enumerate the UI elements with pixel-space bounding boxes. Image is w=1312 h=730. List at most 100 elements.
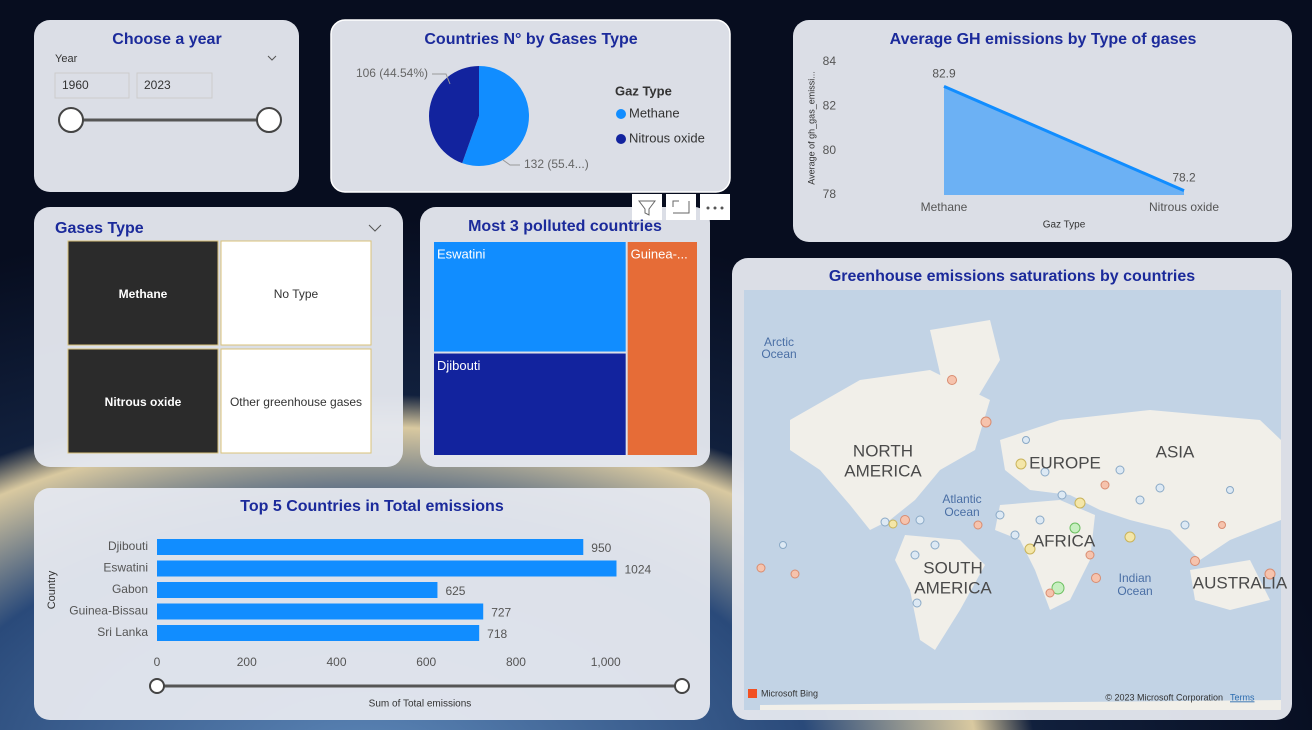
legend-title: Gaz Type (615, 83, 672, 98)
bar[interactable] (157, 539, 584, 555)
visual-toolbar (632, 194, 730, 220)
x-tick-label: 0 (154, 655, 161, 669)
map-dot (1091, 573, 1101, 583)
data-label: 106 (44.54%) (356, 66, 428, 80)
focus-button[interactable] (666, 194, 696, 220)
map-terms[interactable]: Terms (1230, 692, 1255, 702)
focus-icon (672, 200, 690, 214)
y-tick-label: Sri Lanka (97, 625, 148, 639)
zoom-handle[interactable] (674, 678, 690, 694)
map-label: Indian (1119, 571, 1152, 585)
map (744, 290, 1281, 710)
map-dot (1085, 550, 1095, 560)
bar[interactable] (157, 582, 438, 598)
map-dot (1057, 490, 1067, 500)
chevron[interactable] (368, 224, 382, 232)
data-label: 132 (55.4...) (524, 157, 589, 171)
y-tick-label: Guinea-Bissau (69, 604, 148, 618)
map-dot (756, 563, 766, 573)
map-dot (790, 569, 800, 579)
land (895, 535, 985, 650)
data-label: 950 (591, 541, 611, 555)
chevron[interactable] (267, 55, 277, 61)
tile-label: No Type (274, 287, 319, 301)
slicer-tile[interactable] (220, 348, 372, 454)
map-label: EUROPE (1029, 453, 1101, 472)
pie-slice (428, 66, 479, 164)
leader-line (502, 159, 520, 166)
x-axis-title: Gaz Type (1043, 220, 1086, 231)
map-dot (1226, 486, 1234, 494)
map-dot (1022, 436, 1030, 444)
map-dot (900, 515, 910, 525)
map-label: AFRICA (1033, 531, 1096, 550)
slicer-label: Year (55, 53, 78, 65)
map-dot (1024, 543, 1036, 555)
map-label: Ocean (1117, 584, 1152, 598)
map-label: Atlantic (942, 492, 981, 506)
data-label: 1024 (624, 563, 651, 577)
slicer-tile[interactable] (67, 240, 219, 346)
tile-label: Methane (119, 287, 168, 301)
legend-label[interactable]: Nitrous oxide (629, 130, 705, 145)
map-dot (1180, 520, 1190, 530)
map-dot (947, 375, 957, 385)
map-dot (915, 515, 925, 525)
map-dot (1135, 495, 1145, 505)
treemap-tile[interactable] (434, 353, 626, 455)
pie-slice (462, 66, 529, 166)
y-tick-label: 78 (823, 187, 837, 201)
x-tick-label: 200 (237, 655, 257, 669)
map-label: Ocean (761, 347, 796, 361)
map-dots (756, 375, 1276, 608)
zoom-handle[interactable] (149, 678, 165, 694)
map-dot (1015, 458, 1027, 470)
more-icon (720, 206, 724, 210)
map-dot (1264, 568, 1276, 580)
bar[interactable] (157, 625, 480, 641)
more-icon (713, 206, 717, 210)
tile-label: Guinea-... (631, 246, 688, 261)
bar[interactable] (157, 560, 617, 577)
map-label: AMERICA (844, 461, 922, 480)
legend-marker (616, 109, 626, 119)
x-tick-label: 400 (326, 655, 346, 669)
legend-label[interactable]: Methane (629, 105, 680, 120)
map-dot (1069, 522, 1081, 534)
y-axis-title: Average of gh_gas_emissi... (806, 71, 816, 184)
end-box[interactable] (136, 72, 213, 99)
start-box[interactable] (54, 72, 130, 99)
slider-handle[interactable] (256, 107, 282, 133)
treemap-tile[interactable] (434, 242, 626, 352)
slicer-title: Choose a year (112, 31, 221, 48)
map-label: SOUTH (923, 558, 983, 577)
x-tick-label: 800 (506, 655, 526, 669)
y-tick-label: 80 (823, 143, 837, 157)
filter-button[interactable] (632, 194, 662, 220)
x-tick-label: Methane (921, 200, 968, 214)
end-year: 2023 (144, 78, 171, 92)
map-label: ASIA (1156, 442, 1195, 461)
panel (330, 19, 731, 193)
map-dot (1035, 515, 1045, 525)
y-tick-label: Gabon (112, 582, 148, 596)
leader-line (432, 73, 451, 85)
slicer-tile[interactable] (67, 348, 219, 454)
slicer-tile[interactable] (220, 240, 372, 346)
map-dot (1218, 521, 1226, 529)
slider-handle[interactable] (58, 107, 84, 133)
map-dot (779, 541, 787, 549)
map-dot (1124, 531, 1136, 543)
land (1190, 560, 1270, 610)
y-tick-label: 84 (823, 54, 837, 68)
treemap-tile[interactable] (627, 242, 697, 455)
chart-title: Average GH emissions by Type of gases (890, 31, 1197, 48)
map-dot (1040, 467, 1050, 477)
line (943, 85, 1185, 192)
land (760, 700, 1281, 710)
filter-icon (638, 200, 656, 216)
bar[interactable] (157, 603, 484, 620)
map-dot (1010, 530, 1020, 540)
map-label: AMERICA (914, 578, 992, 597)
